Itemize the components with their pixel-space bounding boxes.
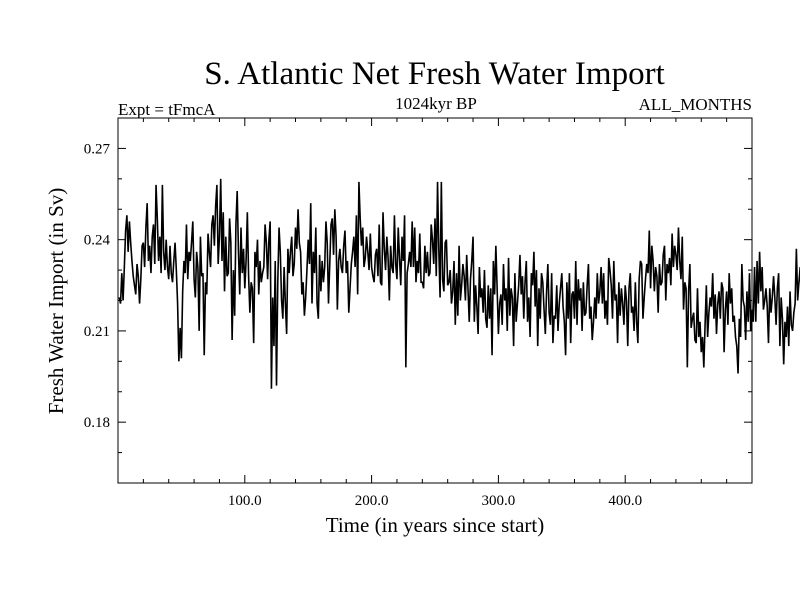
x-tick-label: 400.0 bbox=[608, 493, 642, 509]
x-axis-title: Time (in years since start) bbox=[326, 513, 545, 537]
period-label: 1024kyr BP bbox=[395, 94, 477, 113]
series-layer bbox=[118, 178, 800, 389]
months-label: ALL_MONTHS bbox=[638, 95, 752, 114]
y-tick-label: 0.24 bbox=[84, 233, 111, 249]
experiment-label: Expt = tFmcA bbox=[118, 100, 216, 119]
y-tick-label: 0.18 bbox=[84, 415, 110, 431]
plot-frame bbox=[117, 117, 753, 484]
chart-title: S. Atlantic Net Fresh Water Import bbox=[204, 56, 665, 92]
y-tick-label: 0.27 bbox=[84, 141, 111, 157]
y-axis-title: Fresh Water Import (in Sv) bbox=[44, 188, 68, 415]
x-tick-label: 300.0 bbox=[482, 493, 516, 509]
series-line bbox=[118, 178, 800, 389]
x-tick-label: 100.0 bbox=[228, 493, 262, 509]
y-tick-label: 0.21 bbox=[84, 324, 110, 340]
x-tick-label: 200.0 bbox=[355, 493, 389, 509]
axes-layer: 100.0 200.0 300.0 400.0 0.18 0.21 0.24 0.27 bbox=[84, 118, 752, 509]
